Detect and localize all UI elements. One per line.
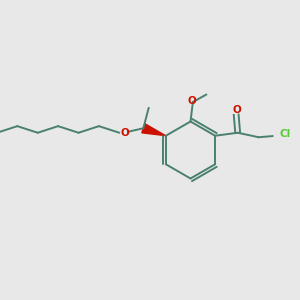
Text: O: O [188, 96, 197, 106]
Text: O: O [120, 128, 129, 138]
Text: Cl: Cl [280, 129, 291, 139]
Text: O: O [232, 105, 241, 115]
Polygon shape [142, 124, 166, 136]
